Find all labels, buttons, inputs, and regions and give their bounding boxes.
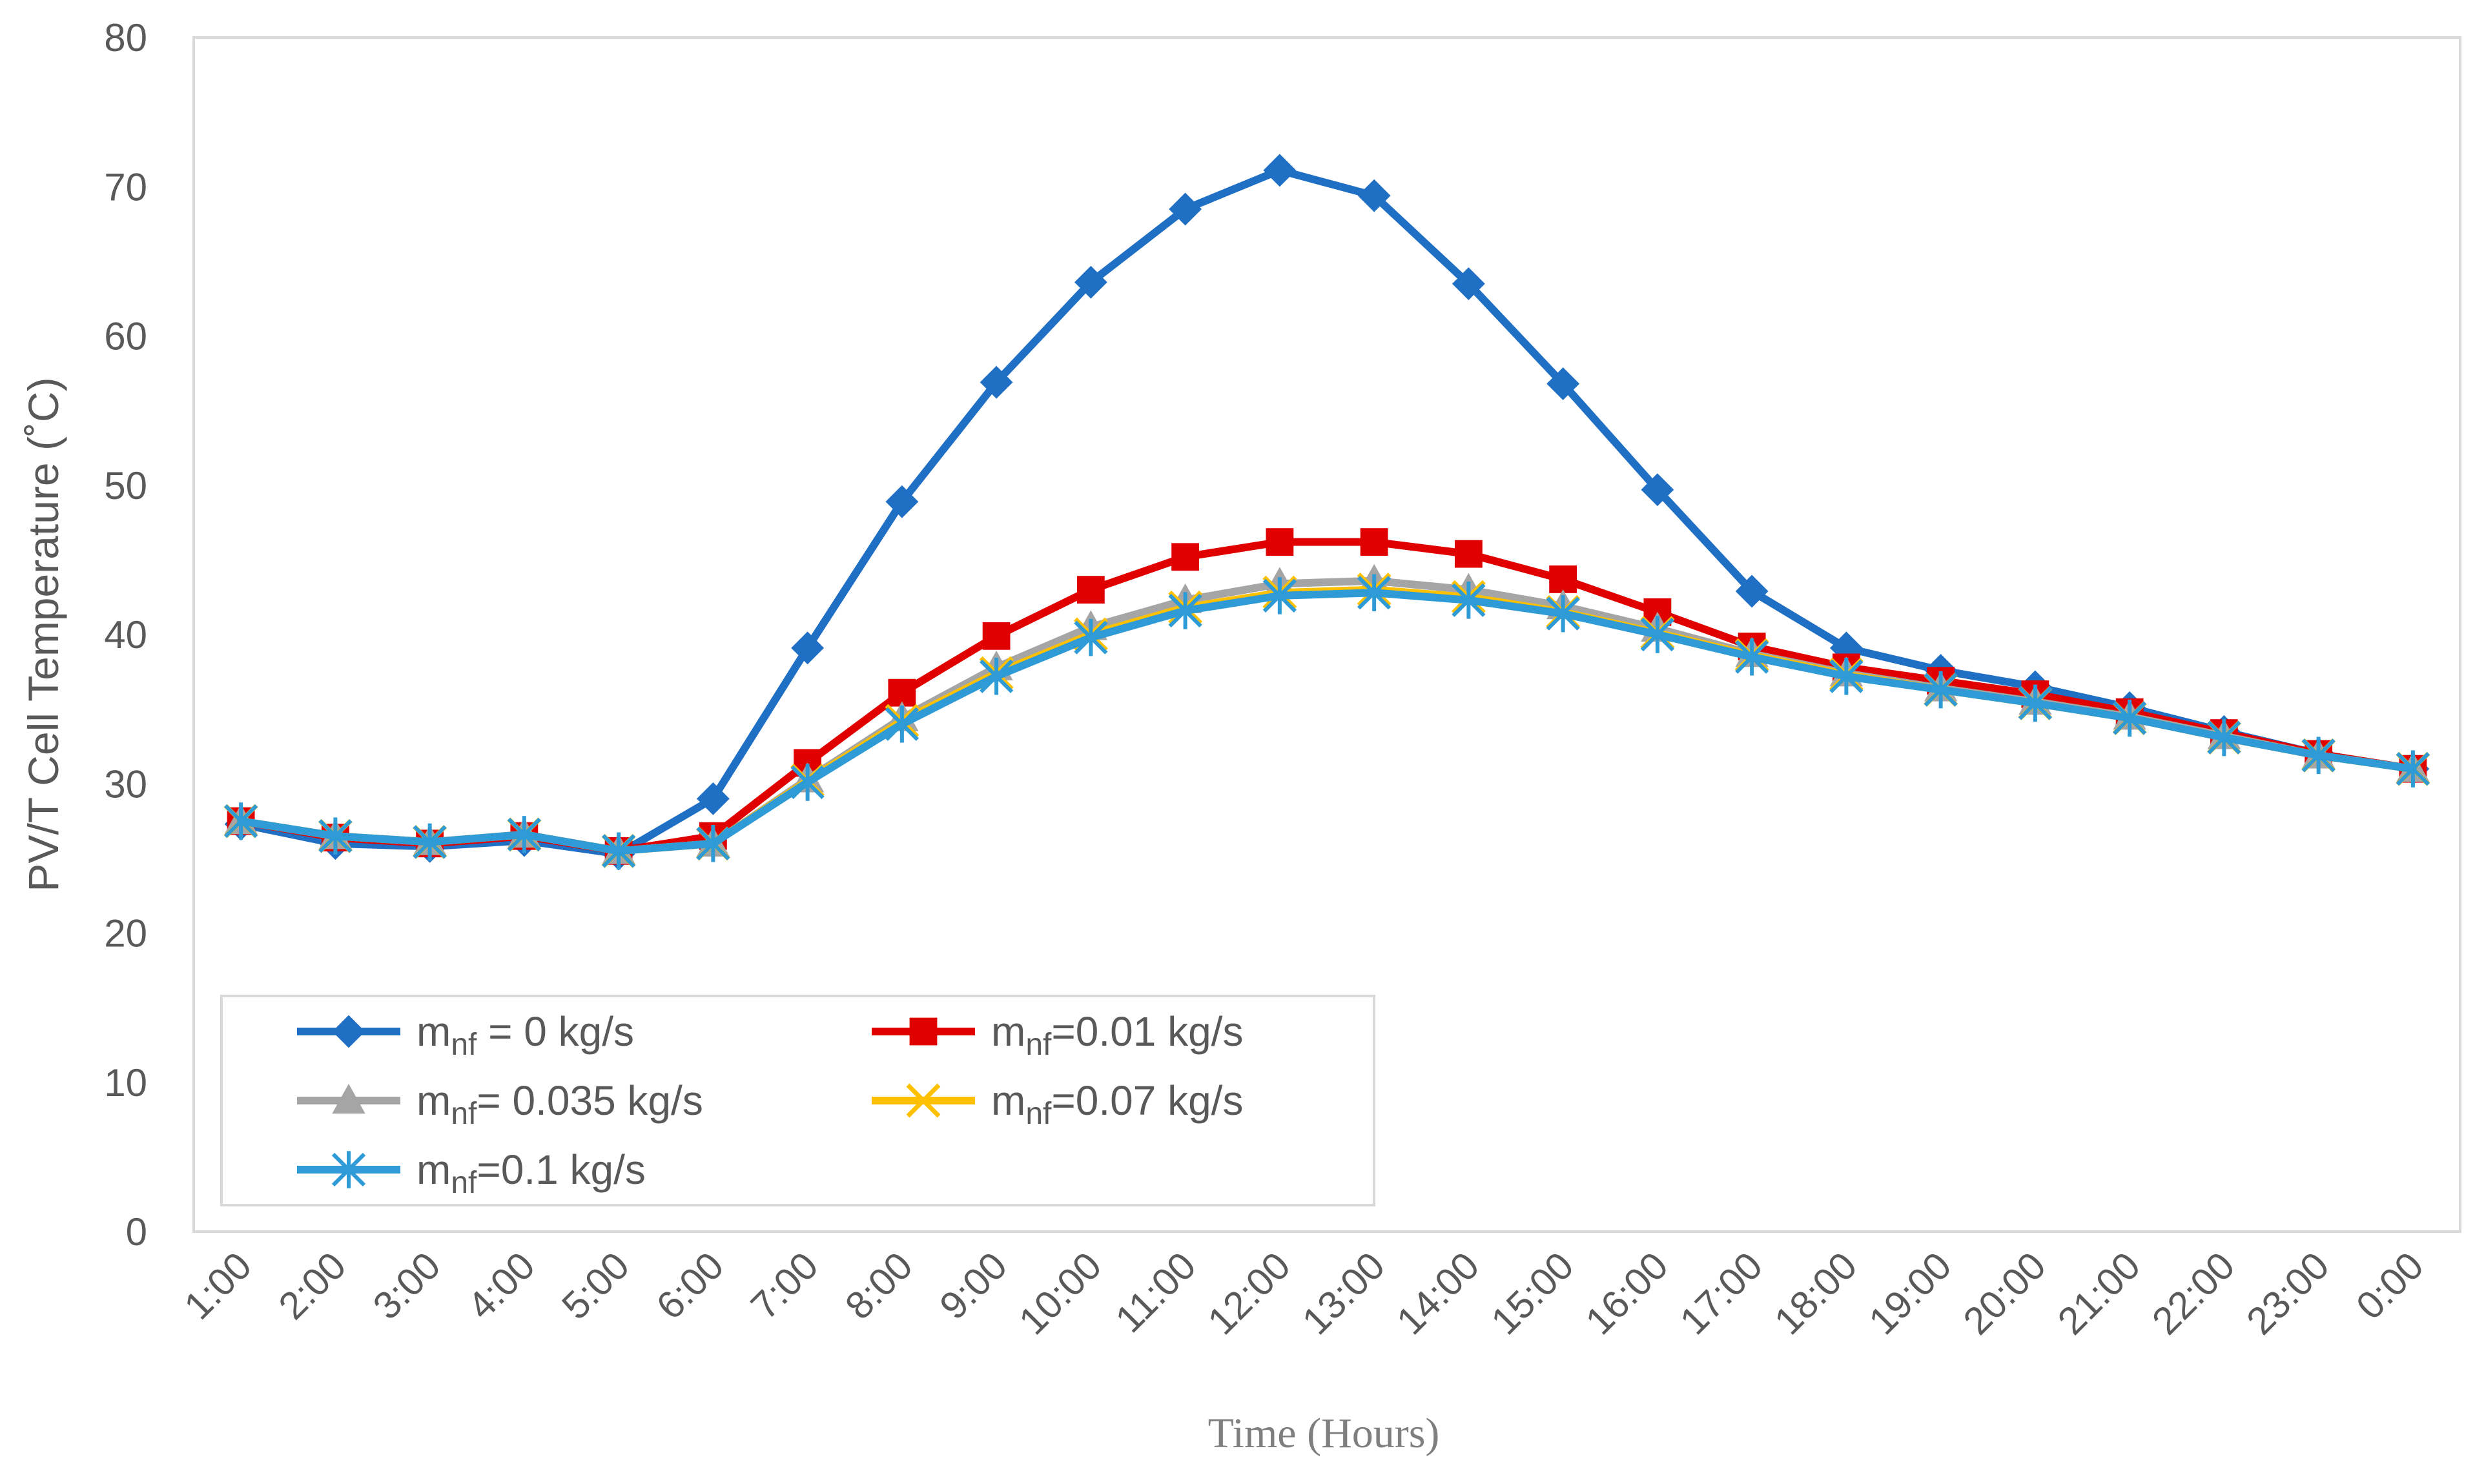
data-point <box>1168 592 1202 629</box>
data-point <box>413 823 447 861</box>
legend-swatch-marker <box>909 1017 938 1046</box>
legend-label: mnf=0.01 kg/s <box>991 1008 1243 1062</box>
data-point <box>790 764 825 801</box>
data-point <box>1454 540 1483 568</box>
data-point <box>1546 367 1580 400</box>
data-point <box>1266 528 1294 556</box>
data-point <box>1924 671 1958 709</box>
legend-swatch-marker <box>332 1015 365 1048</box>
series-layer <box>223 154 2430 871</box>
y-tick-label: 70 <box>104 165 147 208</box>
legend-entry: mnf=0.07 kg/s <box>872 1077 1243 1131</box>
legend-box <box>220 995 1375 1206</box>
data-point <box>1360 528 1388 556</box>
y-tick-label: 10 <box>104 1061 147 1104</box>
data-point <box>224 802 258 840</box>
data-point <box>696 782 730 815</box>
data-point <box>980 365 1013 399</box>
legend-entry: mnf=0.01 kg/s <box>872 1008 1243 1062</box>
data-point <box>1452 267 1485 300</box>
data-point <box>1171 543 1200 571</box>
data-point <box>885 485 919 518</box>
data-point <box>1452 582 1486 619</box>
data-point <box>1262 577 1297 615</box>
data-point <box>2018 684 2052 722</box>
data-point <box>1549 565 1577 593</box>
plot-area-frame <box>192 36 2461 1233</box>
y-tick-label: 40 <box>104 613 147 656</box>
data-point <box>1357 574 1392 612</box>
data-point <box>602 832 636 870</box>
data-point <box>2301 737 2336 775</box>
data-point <box>1735 574 1769 608</box>
data-point <box>1263 154 1297 187</box>
y-tick-label: 20 <box>104 912 147 955</box>
data-point <box>791 631 825 665</box>
data-point <box>696 824 730 862</box>
legend-entry: mnf = 0 kg/s <box>297 1008 634 1062</box>
legend-label: mnf = 0 kg/s <box>416 1008 634 1062</box>
legend-label: mnf=0.07 kg/s <box>991 1077 1243 1131</box>
data-point <box>507 816 541 853</box>
series-line <box>237 589 2417 855</box>
data-point <box>1169 192 1202 226</box>
series-5 <box>224 574 2430 870</box>
legend-label: mnf=0.1 kg/s <box>416 1146 646 1200</box>
x-axis-label: Time (Hours) <box>1208 1410 1440 1457</box>
legend-label: mnf= 0.035 kg/s <box>416 1077 703 1131</box>
data-point <box>1829 657 1864 695</box>
y-axis-ticks: 0 10 20 30 40 50 60 70 80 <box>104 16 147 1254</box>
data-point <box>2207 718 2241 757</box>
data-point <box>1735 638 1769 676</box>
legend-entry: mnf= 0.035 kg/s <box>297 1077 703 1131</box>
legend-swatch-marker <box>332 1083 365 1114</box>
data-point <box>1641 473 1674 507</box>
data-point <box>1076 576 1105 604</box>
data-point <box>2396 750 2430 788</box>
y-tick-label: 0 <box>126 1210 147 1254</box>
legend-swatch-marker <box>906 1083 941 1118</box>
data-point <box>1546 595 1580 633</box>
data-point <box>1640 616 1674 653</box>
data-point <box>1074 618 1108 656</box>
data-point <box>1357 179 1391 212</box>
y-axis-label: PV/T Cell Temperature (˚C) <box>19 377 67 891</box>
legend-swatch-marker <box>331 1151 366 1188</box>
y-tick-label: 80 <box>104 16 147 59</box>
y-tick-label: 30 <box>104 762 147 806</box>
y-tick-label: 50 <box>104 464 147 507</box>
data-point <box>318 817 353 855</box>
legend: mnf = 0 kg/s mnf=0.01 kg/s mnf= 0.035 kg/s… <box>220 995 1375 1206</box>
legend-entry: mnf=0.1 kg/s <box>297 1146 646 1200</box>
data-point <box>982 622 1011 650</box>
data-point <box>885 705 919 743</box>
y-tick-label: 60 <box>104 315 147 358</box>
data-point <box>980 657 1014 695</box>
data-point <box>1074 265 1107 299</box>
data-point <box>2113 699 2147 737</box>
